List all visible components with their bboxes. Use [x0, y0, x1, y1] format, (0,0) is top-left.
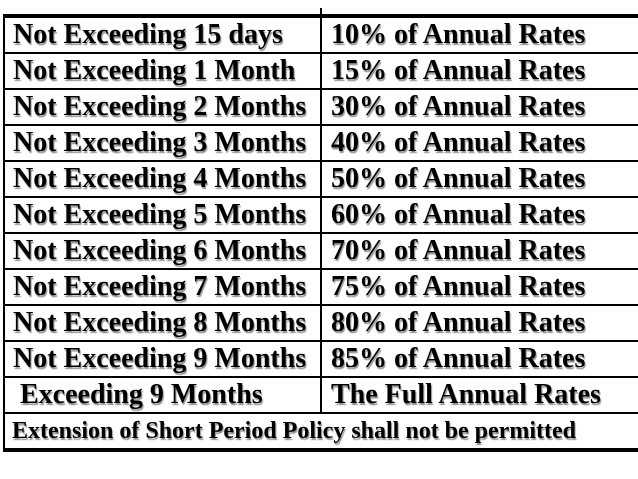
period-cell: Not Exceeding 4 Months	[5, 162, 322, 196]
rate-cell: 40% of Annual Rates	[331, 127, 586, 158]
period-cell: Not Exceeding 6 Months	[5, 234, 322, 268]
period-cell: Exceeding 9 Months	[5, 378, 322, 412]
column-divider-tick	[320, 8, 322, 14]
table-row: Exceeding 9 Months The Full Annual Rates	[5, 378, 638, 414]
table-row: Not Exceeding 2 Months 30% of Annual Rat…	[5, 90, 638, 126]
table-row: Not Exceeding 7 Months 75% of Annual Rat…	[5, 270, 638, 306]
table-row: Not Exceeding 8 Months 80% of Annual Rat…	[5, 306, 638, 342]
period-cell: Not Exceeding 9 Months	[5, 342, 322, 376]
rate-cell: 10% of Annual Rates	[331, 19, 586, 50]
short-period-rates-table: Not Exceeding 15 days 10% of Annual Rate…	[3, 14, 638, 452]
rate-cell: 50% of Annual Rates	[331, 163, 586, 194]
table-row: Not Exceeding 1 Month 15% of Annual Rate…	[5, 54, 638, 90]
period-cell: Not Exceeding 8 Months	[5, 306, 322, 340]
table-row: Not Exceeding 3 Months 40% of Annual Rat…	[5, 126, 638, 162]
period-cell: Not Exceeding 15 days	[5, 18, 322, 52]
table-row: Not Exceeding 5 Months 60% of Annual Rat…	[5, 198, 638, 234]
rate-cell: 75% of Annual Rates	[331, 271, 586, 302]
rate-cell: 70% of Annual Rates	[331, 235, 586, 266]
period-cell: Not Exceeding 3 Months	[5, 126, 322, 160]
rate-cell: The Full Annual Rates	[331, 379, 601, 410]
rate-cell: 60% of Annual Rates	[331, 199, 586, 230]
table-row: Not Exceeding 15 days 10% of Annual Rate…	[5, 18, 638, 54]
rate-cell: 80% of Annual Rates	[331, 307, 586, 338]
footer-cell: Extension of Short Period Policy shall n…	[12, 418, 576, 444]
period-cell: Not Exceeding 7 Months	[5, 270, 322, 304]
table-row: Not Exceeding 6 Months 70% of Annual Rat…	[5, 234, 638, 270]
rate-cell: 15% of Annual Rates	[331, 55, 586, 86]
table-row: Not Exceeding 4 Months 50% of Annual Rat…	[5, 162, 638, 198]
table-row: Not Exceeding 9 Months 85% of Annual Rat…	[5, 342, 638, 378]
period-cell: Not Exceeding 2 Months	[5, 90, 322, 124]
period-cell: Not Exceeding 5 Months	[5, 198, 322, 232]
period-cell: Not Exceeding 1 Month	[5, 54, 322, 88]
rate-cell: 30% of Annual Rates	[331, 91, 586, 122]
rate-cell: 85% of Annual Rates	[331, 343, 586, 374]
table-footer-row: Extension of Short Period Policy shall n…	[5, 414, 638, 448]
